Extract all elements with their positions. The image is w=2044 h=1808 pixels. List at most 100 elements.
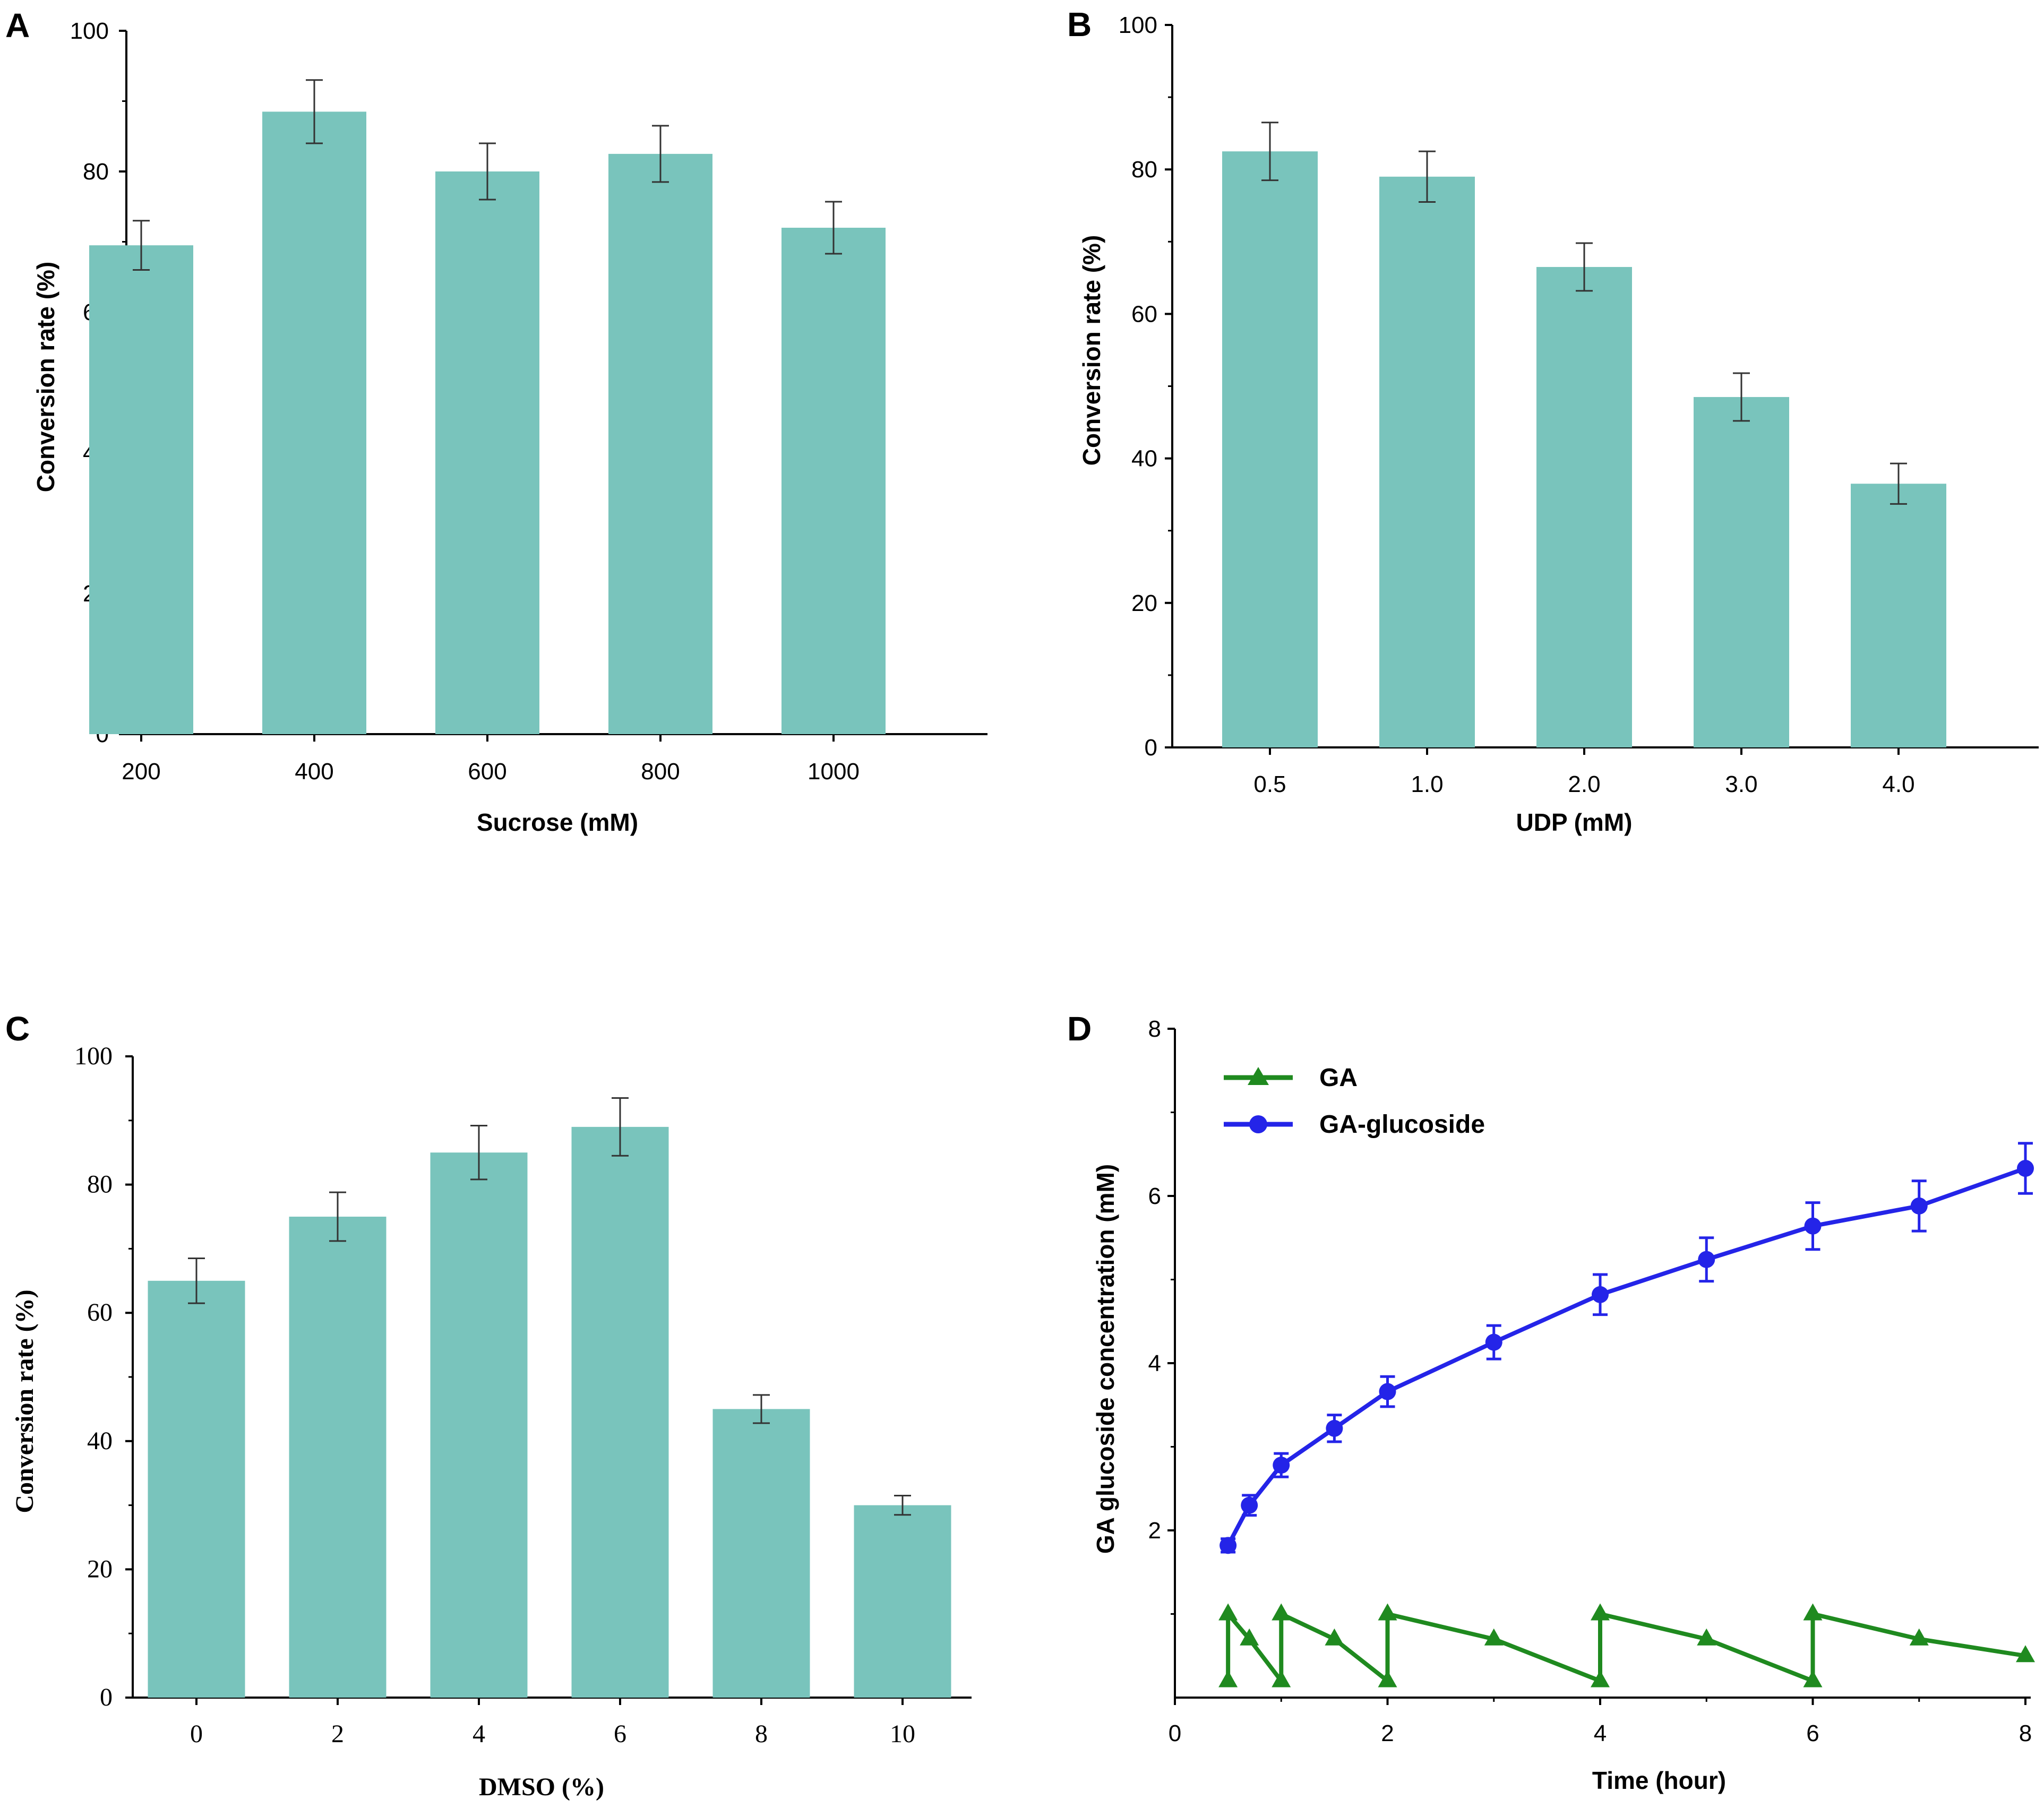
- y-tick-label: 100: [74, 1042, 113, 1070]
- y-tick-label: 60: [87, 1298, 113, 1327]
- bar-2.0: [1536, 266, 1632, 747]
- panel-a-letter: A: [5, 6, 30, 45]
- panel-b-letter: B: [1067, 5, 1092, 44]
- y-tick-label: 8: [1148, 1016, 1161, 1042]
- data-point-GA-glucoside: [1804, 1217, 1822, 1235]
- data-point-GA: [1803, 1670, 1823, 1688]
- x-tick-label: 8: [2019, 1720, 2032, 1746]
- y-tick-label: 0: [100, 1683, 113, 1711]
- data-point-GA: [2016, 1645, 2035, 1663]
- x-tick-label: 0.5: [1253, 771, 1286, 797]
- y-tick-label: 40: [87, 1427, 113, 1455]
- bar-4: [430, 1152, 528, 1698]
- data-point-GA: [1909, 1628, 1929, 1646]
- data-point-GA-glucoside: [1698, 1251, 1715, 1268]
- y-tick-label: 4: [1148, 1350, 1161, 1376]
- y-tick-label: 0: [1145, 735, 1157, 761]
- panel-d-letter: D: [1067, 1010, 1092, 1048]
- bar-600: [435, 171, 539, 734]
- legend-glucoside-marker: [1249, 1115, 1267, 1133]
- bar-0.5: [1222, 151, 1318, 747]
- x-tick-label: 1000: [808, 759, 860, 785]
- data-point-GA: [1272, 1670, 1291, 1688]
- panel-b-bar-chart: 0 20 40 60 80 100 0.5 1.0 2.0 3.0 4.0: [1119, 12, 2039, 797]
- legend-ga-marker: [1248, 1067, 1269, 1085]
- x-tick-label: 200: [122, 759, 160, 785]
- x-tick-label: 10: [890, 1720, 915, 1748]
- panel-d-line-chart: 2 4 6 8 0 2 4 6 8: [1148, 1016, 2035, 1746]
- x-tick-label: 0: [1169, 1720, 1181, 1746]
- x-tick-label: 4.0: [1882, 771, 1914, 797]
- panel-d-ylabel: GA glucoside concentration (mM): [1092, 1164, 1119, 1554]
- x-tick-label: 0: [190, 1720, 203, 1748]
- bar-800: [608, 153, 712, 734]
- data-point-GA-glucoside: [2017, 1160, 2034, 1177]
- x-tick-label: 2.0: [1568, 771, 1600, 797]
- data-point-GA-glucoside: [1379, 1383, 1396, 1400]
- x-tick-label: 400: [295, 759, 333, 785]
- data-point-GA: [1218, 1603, 1238, 1621]
- data-point-GA: [1803, 1603, 1823, 1621]
- data-point-GA: [1272, 1603, 1291, 1621]
- panel-d-legend: GA GA-glucoside: [1224, 1064, 1485, 1139]
- bar-8: [712, 1409, 810, 1698]
- panel-c-ylabel: Conversion rate (%): [11, 1289, 39, 1513]
- panel-a-ylabel: Conversion rate (%): [32, 262, 59, 493]
- y-tick-label: 60: [1131, 301, 1157, 327]
- y-tick-label: 80: [83, 159, 109, 185]
- panel-a-bar-chart: 0204060801002004006008001000: [70, 18, 987, 785]
- data-point-GA-glucoside: [1326, 1419, 1343, 1437]
- data-point-GA: [1378, 1603, 1397, 1621]
- panel-d-xlabel: Time (hour): [1592, 1767, 1726, 1794]
- data-point-GA: [1484, 1628, 1504, 1646]
- y-tick-label: 2: [1148, 1518, 1161, 1544]
- legend-glucoside-label: GA-glucoside: [1319, 1110, 1485, 1139]
- panel-b-xlabel: UDP (mM): [1516, 808, 1633, 836]
- data-point-GA: [1591, 1603, 1610, 1621]
- data-point-GA-glucoside: [1273, 1457, 1290, 1474]
- data-point-GA: [1591, 1670, 1610, 1688]
- x-tick-label: 3.0: [1725, 771, 1757, 797]
- x-tick-label: 800: [641, 759, 680, 785]
- x-tick-label: 4: [473, 1720, 485, 1748]
- y-tick-label: 80: [87, 1170, 113, 1199]
- bar-10: [854, 1505, 951, 1698]
- bar-6: [571, 1126, 669, 1698]
- panel-a-xlabel: Sucrose (mM): [477, 808, 638, 836]
- data-point-GA: [1240, 1628, 1259, 1646]
- x-tick-label: 1.0: [1411, 771, 1443, 797]
- data-point-GA: [1697, 1628, 1716, 1646]
- bar-4.0: [1851, 484, 1946, 747]
- data-point-GA-glucoside: [1592, 1286, 1609, 1303]
- bar-2: [289, 1217, 387, 1698]
- bar-200: [89, 245, 193, 734]
- y-tick-label: 100: [1119, 12, 1157, 38]
- bar-400: [262, 111, 366, 734]
- data-point-GA-glucoside: [1910, 1197, 1928, 1215]
- y-tick-label: 40: [1131, 446, 1157, 472]
- panel-c-letter: C: [5, 1010, 30, 1048]
- panel-b-ylabel: Conversion rate (%): [1078, 235, 1105, 466]
- legend-ga-label: GA: [1319, 1064, 1358, 1092]
- x-tick-label: 6: [1806, 1720, 1819, 1746]
- y-tick-label: 100: [70, 18, 109, 44]
- x-tick-label: 8: [755, 1720, 768, 1748]
- data-point-GA: [1378, 1670, 1397, 1688]
- bar-3.0: [1694, 397, 1789, 747]
- bar-1000: [781, 228, 886, 734]
- x-tick-label: 2: [1381, 1720, 1394, 1746]
- data-point-GA-glucoside: [1219, 1537, 1237, 1554]
- x-tick-label: 2: [331, 1720, 344, 1748]
- data-point-GA-glucoside: [1485, 1333, 1502, 1351]
- y-tick-label: 20: [1131, 590, 1157, 616]
- panel-c-xlabel: DMSO (%): [479, 1773, 604, 1801]
- x-tick-label: 4: [1594, 1720, 1607, 1746]
- x-tick-label: 600: [468, 759, 506, 785]
- y-tick-label: 80: [1131, 157, 1157, 183]
- bar-0: [148, 1280, 245, 1698]
- bar-1.0: [1379, 176, 1475, 747]
- series-line-GA: [1226, 1612, 2026, 1683]
- data-point-GA: [1325, 1628, 1344, 1646]
- series-line-GA-glucoside: [1226, 1166, 2026, 1547]
